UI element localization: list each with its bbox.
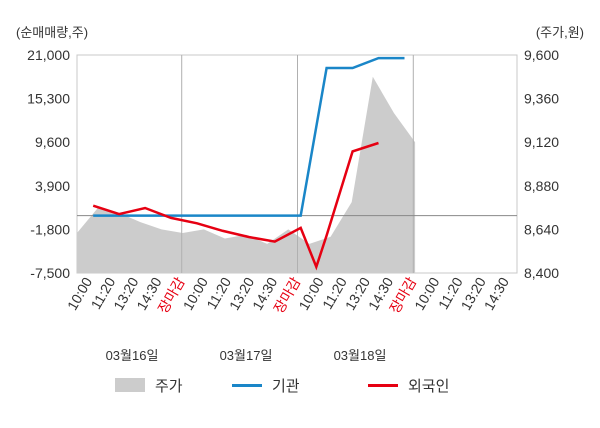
x-tick-label: 10:00: [295, 274, 326, 313]
x-tick-label: 10:00: [180, 274, 211, 313]
legend-price-label: 주가: [155, 378, 183, 395]
date-label-3: 03월18일: [334, 348, 387, 363]
legend-institution-label: 기관: [272, 378, 300, 395]
right-tick-label: 8,880: [524, 178, 559, 194]
left-tick-label: 15,300: [27, 91, 70, 107]
right-tick-label: 9,600: [524, 47, 559, 63]
x-axis-ticks: 10:0011:2013:2014:30장마감10:0011:2013:2014…: [64, 274, 512, 316]
legend-institution-swatch: [232, 384, 262, 387]
right-axis-ticks: 9,600 9,360 9,120 8,880 8,640 8,400: [524, 47, 559, 281]
foreign-line: [92, 141, 379, 271]
right-tick-label: 9,360: [524, 91, 559, 107]
left-tick-label: 21,000: [27, 47, 70, 63]
right-tick-label: 8,640: [524, 221, 559, 237]
legend: 주가 기관 외국인: [115, 378, 449, 395]
left-tick-label: -7,500: [30, 265, 70, 281]
left-tick-label: 9,600: [35, 134, 70, 150]
left-unit-label: (순매매량,주): [16, 25, 88, 40]
date-label-1: 03월16일: [106, 348, 159, 363]
x-tick-label: 10:00: [411, 274, 442, 313]
legend-price-swatch: [115, 378, 145, 392]
legend-foreign-label: 외국인: [408, 378, 449, 395]
institution-line: [93, 56, 405, 217]
x-tick-label: 14:30: [481, 274, 512, 313]
right-tick-label: 8,400: [524, 265, 559, 281]
left-tick-label: -1,800: [30, 221, 70, 237]
right-tick-label: 9,120: [524, 134, 559, 150]
right-unit-label: (주가,원): [536, 25, 584, 40]
price-area-series: [77, 76, 416, 273]
date-label-2: 03월17일: [220, 348, 273, 363]
left-axis-ticks: 21,000 15,300 9,600 3,900 -1,800 -7,500: [27, 47, 70, 281]
left-tick-label: 3,900: [35, 178, 70, 194]
legend-foreign-swatch: [368, 384, 398, 387]
